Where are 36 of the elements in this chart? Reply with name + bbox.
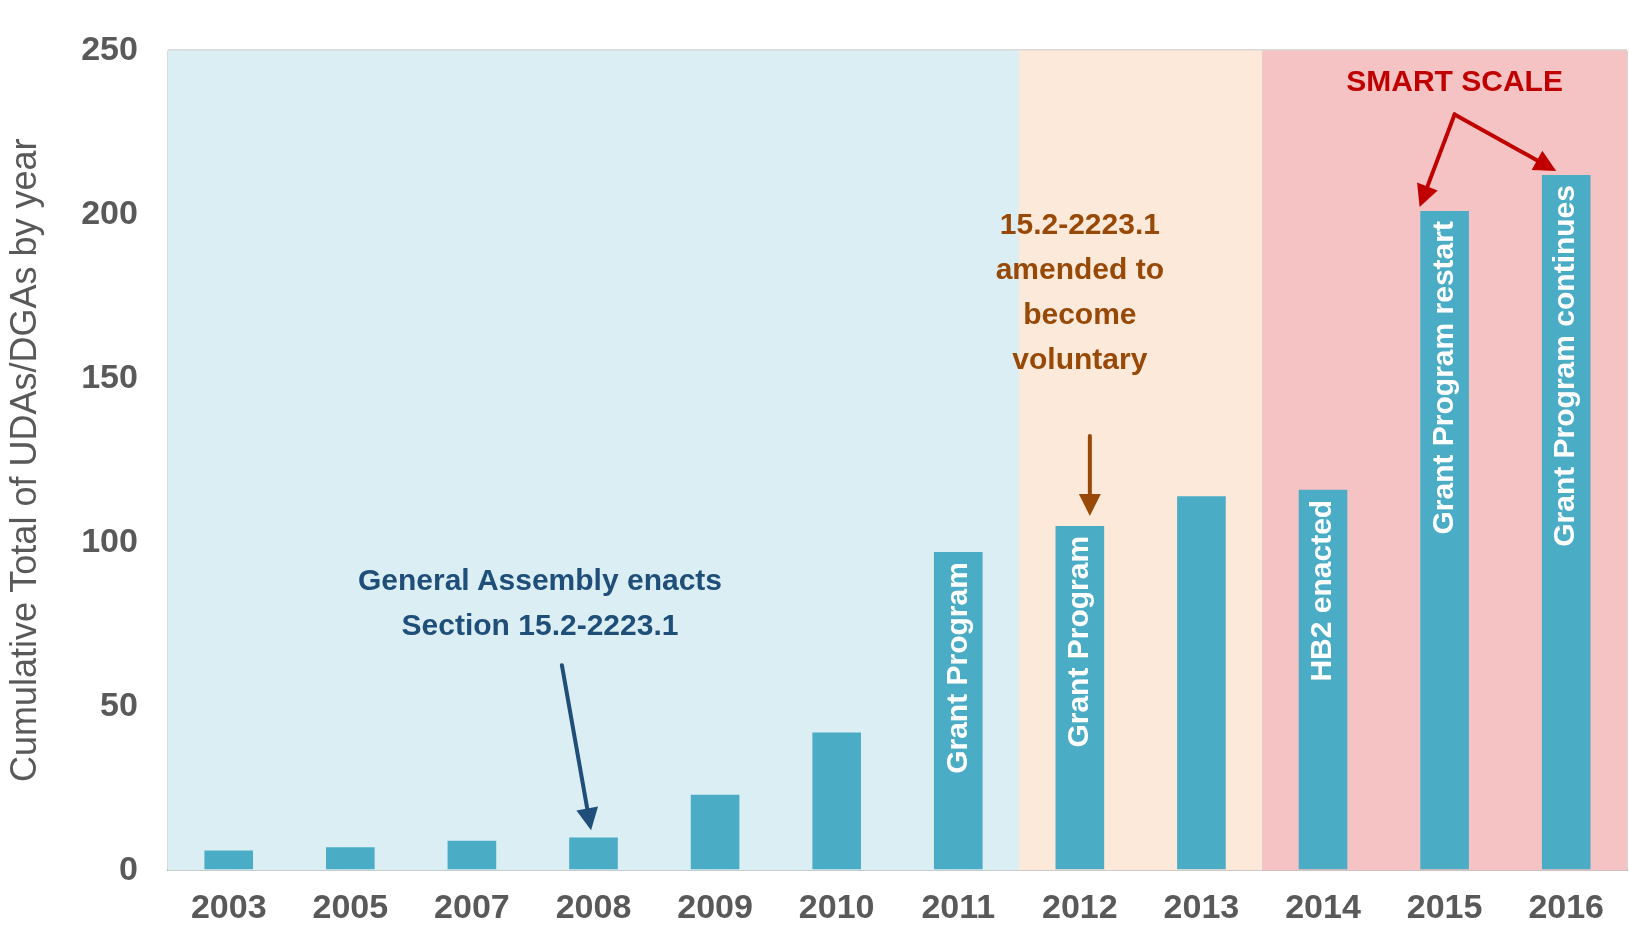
bar	[325, 847, 375, 870]
x-tick-label: 2011	[921, 886, 996, 925]
x-tick-label: 2016	[1528, 886, 1605, 925]
x-tick-label: 2012	[1042, 886, 1118, 925]
bar	[447, 840, 497, 870]
y-tick-label: 150	[81, 356, 138, 395]
y-tick-label: 100	[81, 520, 138, 559]
annotation: Grant Program	[939, 562, 973, 774]
annotation: Grant Program continues	[1547, 185, 1581, 547]
bar	[812, 732, 861, 870]
x-tick-label: 2005	[312, 886, 389, 925]
y-tick-label: 200	[81, 192, 138, 231]
x-tick-label: 2007	[434, 886, 510, 925]
y-tick-label: 0	[119, 848, 138, 887]
x-tick-label: 2013	[1163, 886, 1240, 925]
bar	[204, 850, 254, 870]
bar	[1177, 496, 1226, 870]
annotation: General Assembly enacts Section 15.2-2223.1	[357, 563, 723, 642]
annotation: Grant Program	[1061, 535, 1095, 748]
y-axis-title: Cumulative Total of UDAs/DGAs by year	[2, 138, 44, 783]
bar	[1420, 211, 1469, 870]
x-tick-label: 2015	[1406, 886, 1483, 925]
x-tick-label: 2014	[1285, 886, 1361, 925]
annotation: Grant Program restart	[1425, 221, 1459, 535]
x-tick-label: 2010	[798, 886, 875, 925]
y-tick-label: 50	[100, 684, 138, 723]
band-label: 15.2-2223.1 amended to become voluntary	[995, 207, 1165, 376]
x-tick-label: 2009	[677, 886, 753, 925]
bar	[569, 837, 618, 870]
x-tick-label: 2008	[555, 886, 632, 925]
bar	[690, 794, 740, 870]
band-label: SMART SCALE	[1346, 63, 1563, 97]
x-tick-label: 2003	[190, 886, 267, 925]
bar	[1541, 175, 1591, 870]
y-tick-label: 250	[81, 28, 138, 67]
annotation: HB2 enacted	[1304, 499, 1338, 682]
